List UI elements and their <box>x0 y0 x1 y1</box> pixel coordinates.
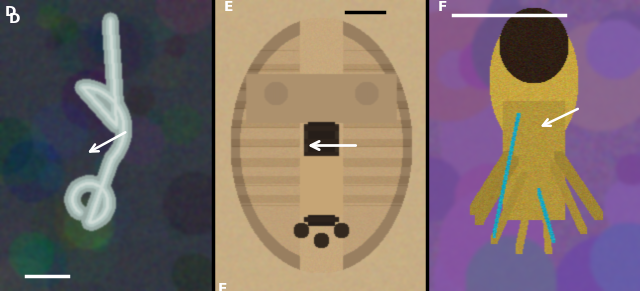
Text: D: D <box>8 12 20 26</box>
Text: E: E <box>218 282 227 291</box>
Text: E: E <box>224 0 233 14</box>
Text: D: D <box>5 5 17 19</box>
Text: F: F <box>438 0 447 14</box>
